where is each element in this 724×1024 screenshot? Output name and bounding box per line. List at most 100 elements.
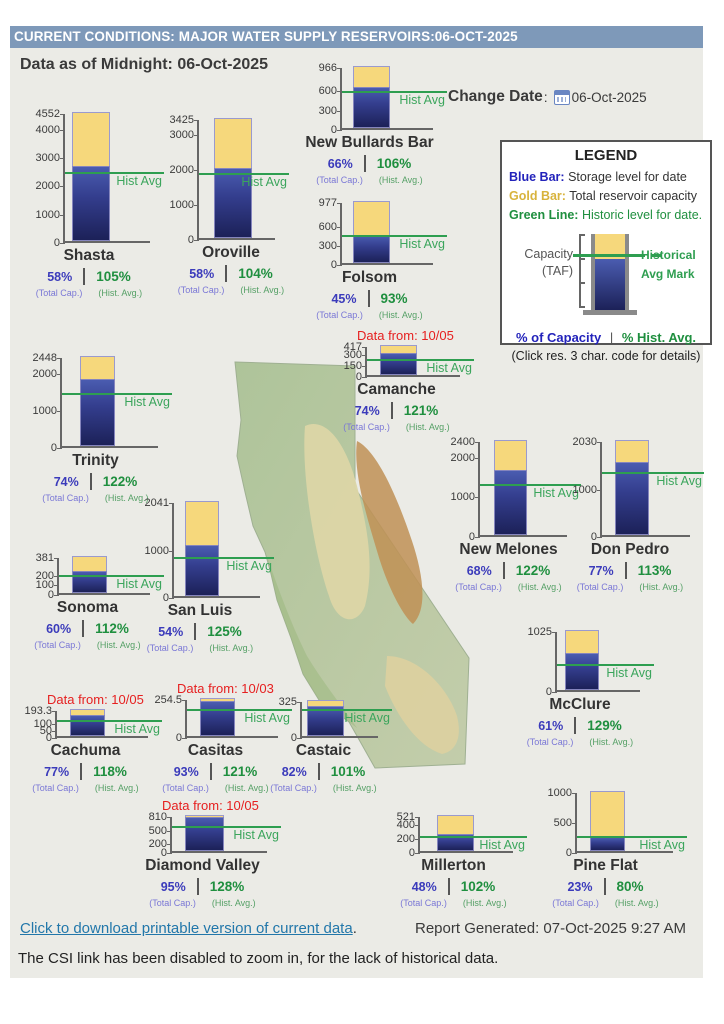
axis-tick-label: 400 (396, 819, 415, 832)
caption-hist-avg: (Hist. Avg.) (405, 422, 450, 432)
axis-tick-mark (597, 442, 602, 443)
storage-bar (380, 352, 417, 375)
caption-total-cap: (Total Cap.) (35, 288, 83, 298)
percent-of-hist-avg: 122% (515, 563, 551, 578)
plot-area: 2041 1000 0 Hist Avg (145, 498, 274, 604)
caption-hist-avg: (Hist. Avg.) (378, 310, 423, 320)
csi-note: The CSI link has been disabled to zoom i… (18, 950, 499, 967)
reservoir-name[interactable]: New Bullards Bar (305, 134, 434, 151)
axis-tick-mark (57, 448, 62, 449)
caption-total-cap: (Total Cap.) (270, 783, 317, 793)
caption-row: (Total Cap.) (Hist. Avg.) (156, 285, 306, 295)
axis-tick-mark (362, 355, 367, 357)
caption-total-cap: (Total Cap.) (316, 175, 363, 185)
chart-don-pedro: 2030 1000 0 Hist Avg Don Pedro 77% 113% (Total … (573, 437, 704, 592)
chart-caption-block: Diamond Valley 95% 128% (Total Cap.) (Hist. … (128, 857, 278, 908)
axis-tick-mark (337, 110, 342, 112)
percent-of-capacity: 68% (466, 563, 492, 578)
axis-tick-mark (572, 823, 577, 824)
reservoir-name[interactable]: Cachuma (50, 742, 121, 759)
axis-tick-mark (60, 243, 65, 244)
axis-tick-label: 2000 (450, 451, 475, 464)
reservoir-name[interactable]: Don Pedro (590, 541, 670, 558)
caption-row: (Total Cap.) (Hist. Avg.) (505, 737, 655, 747)
reservoir-name[interactable]: New Melones (459, 541, 558, 558)
reservoir-name[interactable]: Oroville (202, 244, 260, 261)
hist-avg-label: Hist Avg (244, 710, 290, 725)
reservoir-name[interactable]: Trinity (72, 452, 119, 469)
reservoir-name[interactable]: Casitas (187, 742, 244, 759)
legend-desc-blue: Storage level for date (568, 170, 687, 184)
axis-tick-mark (415, 825, 420, 827)
reservoir-name[interactable]: Millerton (421, 857, 486, 874)
axis-tick-label: 4552 (35, 108, 60, 120)
axis-tick-mark (52, 738, 57, 739)
chart-mcclure: 1025 0 Hist Avg McClure 61% 129% (Total Cap.) (… (527, 627, 654, 747)
axis-tick-mark (54, 585, 59, 587)
caption-row: (Total Cap.) (Hist. Avg.) (125, 643, 275, 653)
storage-bar (200, 700, 235, 736)
axis-tick-mark (337, 265, 342, 266)
axis-tick-label: 2448 (32, 352, 57, 364)
chart-san-luis: 2041 1000 0 Hist Avg San Luis 54% 125% (Total C… (145, 498, 274, 653)
calendar-icon[interactable] (553, 89, 570, 105)
storage-bar (590, 837, 625, 851)
axis-tick-mark (597, 537, 602, 538)
change-date-control: Change Date : 06-Oct-2025 (448, 88, 647, 106)
percent-separator (196, 878, 199, 895)
reservoir-name[interactable]: San Luis (167, 602, 233, 619)
reservoir-name[interactable]: Diamond Valley (145, 857, 260, 874)
percent-of-hist-avg: 112% (95, 621, 129, 636)
percent-of-hist-avg: 129% (587, 718, 622, 733)
axis-tick-label: 3425 (169, 114, 194, 126)
percent-row: 54% 125% (125, 623, 275, 640)
reservoir-name[interactable]: Pine Flat (573, 857, 638, 874)
caption-row: (Total Cap.) (Hist. Avg.) (141, 783, 291, 793)
caption-total-cap: (Total Cap.) (552, 898, 599, 908)
change-date-value[interactable]: 06-Oct-2025 (571, 89, 647, 105)
axis-tick-mark (475, 457, 480, 459)
legend-sample-bar (591, 234, 629, 311)
data-note: Data from: 10/05 (47, 692, 144, 707)
download-link[interactable]: Click to download printable version of c… (20, 920, 353, 937)
percent-of-hist-avg: 113% (637, 563, 672, 578)
axis-tick-mark (194, 240, 199, 241)
axis-tick-label: 0 (355, 371, 362, 383)
reservoir-name[interactable]: Sonoma (56, 599, 119, 616)
plot-area: 2448 2000 1000 0 Hist Avg (33, 353, 172, 454)
reservoir-name[interactable]: Shasta (63, 247, 115, 264)
hist-avg-line (367, 358, 474, 361)
caption-hist-avg: (Hist. Avg.) (94, 783, 139, 793)
axis-tick-label: 1000 (32, 405, 57, 418)
axis-tick-mark (169, 598, 174, 599)
percent-of-capacity: 95% (160, 879, 186, 894)
plot-area: 325 0 Hist Avg (279, 697, 392, 744)
reservoir-name[interactable]: McClure (549, 696, 611, 713)
plot-area: 2400 2000 1000 0 Hist Avg (451, 437, 581, 543)
storage-bar (353, 235, 390, 263)
percent-separator (624, 562, 627, 579)
legend-term-blue: Blue Bar: (509, 170, 565, 184)
legend-capacity-label: Capacity (TAF) (524, 247, 573, 279)
change-date-colon: : (543, 89, 548, 105)
axis-tick-label: 810 (148, 811, 167, 823)
axis-tick-label: 1000 (450, 491, 475, 504)
legend-item-gold-bar: Gold Bar: Total reservoir capacity (509, 187, 703, 206)
reservoir-name[interactable]: Folsom (341, 269, 398, 286)
axis-tick-label: 2000 (169, 163, 194, 176)
storage-bar (214, 168, 252, 238)
reservoir-name[interactable]: Castaic (295, 742, 352, 759)
axis-tick-mark (337, 91, 342, 93)
caption-hist-avg: (Hist. Avg.) (589, 737, 634, 747)
percent-of-hist-avg: 128% (209, 879, 245, 894)
axis-tick-label: 0 (545, 686, 552, 698)
chart-sonoma: 381 200 100 0 Hist Avg Sonoma 60% 112% (Total Ca… (34, 553, 164, 650)
chart-diamond-valley: 810 500 200 0 Hist Avg Data from: 10/05 Diamon… (145, 798, 281, 908)
caption-total-cap: (Total Cap.) (162, 783, 209, 793)
reservoir-name[interactable]: Camanche (357, 381, 436, 398)
chart-caption-block: Cachuma 77% 118% (Total Cap.) (Hist. Avg.) (11, 742, 161, 793)
storage-bar (185, 816, 224, 851)
caption-total-cap: (Total Cap.) (343, 422, 390, 432)
chart-pine-flat: 1000 500 0 Hist Avg Pine Flat 23% 80% (Total Ca… (548, 788, 687, 908)
